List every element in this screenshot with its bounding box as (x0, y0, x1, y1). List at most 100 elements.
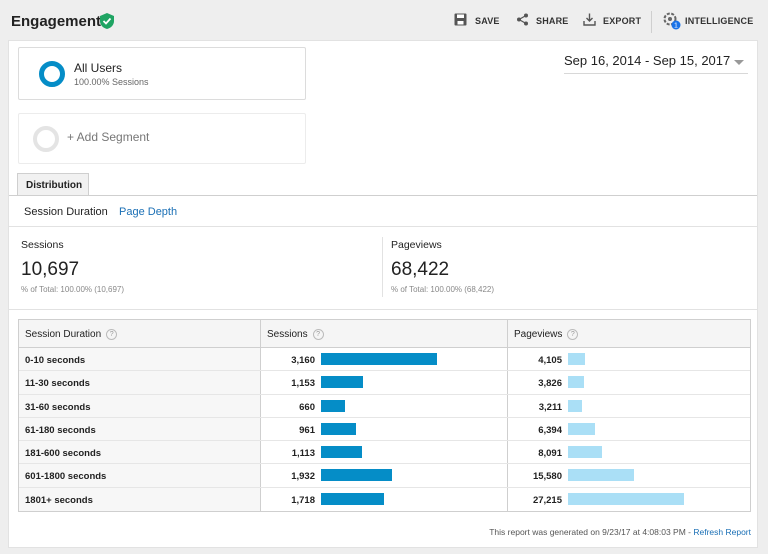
segment-donut-icon (39, 61, 65, 87)
column-header-sessions[interactable]: Sessions? (260, 320, 507, 348)
save-button[interactable]: SAVE (475, 16, 500, 26)
verified-shield-icon (100, 13, 114, 29)
report-footer: This report was generated on 9/23/17 at … (309, 527, 751, 537)
help-icon[interactable]: ? (567, 329, 579, 340)
divider (9, 226, 757, 227)
export-button[interactable]: EXPORT (603, 16, 642, 26)
report-header: Engagement SAVE SHARE EXPORT 1 INTELLIGE… (0, 0, 768, 40)
table-row: 11-30 seconds 1,153 3,826 (19, 371, 750, 395)
pageviews-value: 3,211 (538, 401, 562, 413)
pageviews-cell: 15,580 (507, 464, 750, 487)
sessions-metric-total: % of Total: 100.00% (10,697) (21, 285, 125, 294)
sessions-value: 1,932 (291, 471, 315, 483)
pageviews-value: 6,394 (538, 424, 562, 436)
pageviews-cell: 3,211 (507, 394, 750, 417)
column-header-session-duration[interactable]: Session Duration? (19, 320, 260, 348)
column-header-pageviews[interactable]: Pageviews? (507, 320, 750, 348)
sessions-cell: 3,160 (260, 348, 507, 371)
table-row: 1801+ seconds 1,718 27,215 (19, 487, 750, 512)
pageviews-bar (568, 422, 596, 435)
sessions-metric-value: 10,697 (21, 259, 80, 280)
save-icon[interactable] (454, 13, 467, 26)
pageviews-metric-total: % of Total: 100.00% (68,422) (391, 285, 495, 294)
sessions-cell: 1,718 (260, 487, 507, 512)
sessions-bar (321, 492, 385, 505)
share-icon[interactable] (516, 13, 529, 26)
pageviews-bar (568, 446, 603, 459)
pageviews-cell: 8,091 (507, 441, 750, 464)
sessions-metric-label: Sessions (21, 239, 64, 251)
add-segment-label: + Add Segment (67, 130, 150, 144)
sessions-bar (321, 353, 437, 365)
table-row: 31-60 seconds 660 3,211 (19, 394, 750, 418)
session-duration-cell: 0-10 seconds (19, 348, 260, 371)
report-panel: All Users 100.00% Sessions + Add Segment… (8, 40, 758, 548)
pageviews-cell: 4,105 (507, 348, 750, 371)
empty-segment-icon (33, 126, 59, 152)
sessions-value: 1,153 (291, 378, 315, 390)
table-body: 0-10 seconds 3,160 4,105 11-30 seconds 1,153… (19, 348, 750, 512)
table-row: 601-1800 seconds 1,932 15,580 (19, 464, 750, 488)
toolbar-divider (651, 11, 652, 33)
divider (9, 309, 757, 310)
pageviews-value: 8,091 (538, 448, 562, 460)
pageviews-bar (568, 492, 684, 505)
table-header: Session Duration? Sessions? Pageviews? (19, 320, 750, 348)
intelligence-icon[interactable]: 1 (663, 12, 681, 30)
sessions-bar (321, 469, 392, 482)
sessions-cell: 660 (260, 394, 507, 417)
session-duration-cell: 11-30 seconds (19, 371, 260, 394)
sessions-bar (321, 422, 357, 435)
help-icon[interactable]: ? (312, 329, 324, 340)
export-icon[interactable] (583, 13, 596, 26)
sessions-cell: 1,113 (260, 441, 507, 464)
segment-all-users[interactable]: All Users 100.00% Sessions (18, 47, 306, 100)
chevron-down-icon (734, 60, 744, 65)
pageviews-metric-label: Pageviews (391, 239, 442, 251)
sessions-bar (321, 376, 364, 389)
session-duration-cell: 181-600 seconds (19, 441, 260, 464)
intelligence-button[interactable]: INTELLIGENCE (685, 16, 754, 26)
tab-divider (9, 195, 757, 196)
sessions-bar (321, 399, 346, 412)
pageviews-value: 15,580 (532, 471, 562, 483)
pageviews-bar (568, 469, 635, 482)
sessions-cell: 961 (260, 417, 507, 441)
segment-name: All Users (74, 61, 123, 75)
session-duration-cell: 1801+ seconds (19, 487, 260, 512)
table-row: 61-180 seconds 961 6,394 (19, 417, 750, 442)
add-segment-button[interactable]: + Add Segment (18, 113, 306, 164)
subnav-session-duration[interactable]: Session Duration (24, 206, 108, 218)
distribution-table: Session Duration? Sessions? Pageviews? 0… (18, 319, 751, 513)
pageviews-bar (568, 353, 586, 365)
share-button[interactable]: SHARE (536, 16, 569, 26)
pageviews-value: 3,826 (538, 378, 562, 390)
pageviews-metric-value: 68,422 (391, 259, 450, 280)
refresh-report-link[interactable]: Refresh Report (693, 527, 751, 537)
sessions-cell: 1,153 (260, 371, 507, 394)
pageviews-cell: 27,215 (507, 487, 750, 512)
sessions-value: 1,113 (291, 448, 315, 460)
table-row: 181-600 seconds 1,113 8,091 (19, 441, 750, 465)
date-range-picker[interactable]: Sep 16, 2014 - Sep 15, 2017 (564, 52, 748, 74)
subnav-page-depth[interactable]: Page Depth (119, 206, 178, 218)
tab-distribution[interactable]: Distribution (17, 173, 89, 196)
sessions-cell: 1,932 (260, 464, 507, 487)
sessions-value: 1,718 (291, 494, 315, 506)
pageviews-value: 4,105 (538, 355, 562, 366)
help-icon[interactable]: ? (106, 329, 118, 340)
sessions-bar (321, 446, 362, 459)
pageviews-bar (568, 399, 582, 412)
session-duration-cell: 31-60 seconds (19, 394, 260, 417)
pageviews-bar (568, 376, 585, 389)
table-row: 0-10 seconds 3,160 4,105 (19, 348, 750, 372)
session-duration-cell: 601-1800 seconds (19, 464, 260, 487)
sessions-value: 3,160 (291, 355, 315, 366)
segment-subtitle: 100.00% Sessions (74, 77, 149, 87)
metric-divider (382, 237, 383, 297)
page-title: Engagement (11, 13, 102, 30)
pageviews-cell: 3,826 (507, 371, 750, 394)
pageviews-cell: 6,394 (507, 417, 750, 441)
generated-timestamp: This report was generated on 9/23/17 at … (489, 527, 694, 537)
session-duration-cell: 61-180 seconds (19, 417, 260, 441)
